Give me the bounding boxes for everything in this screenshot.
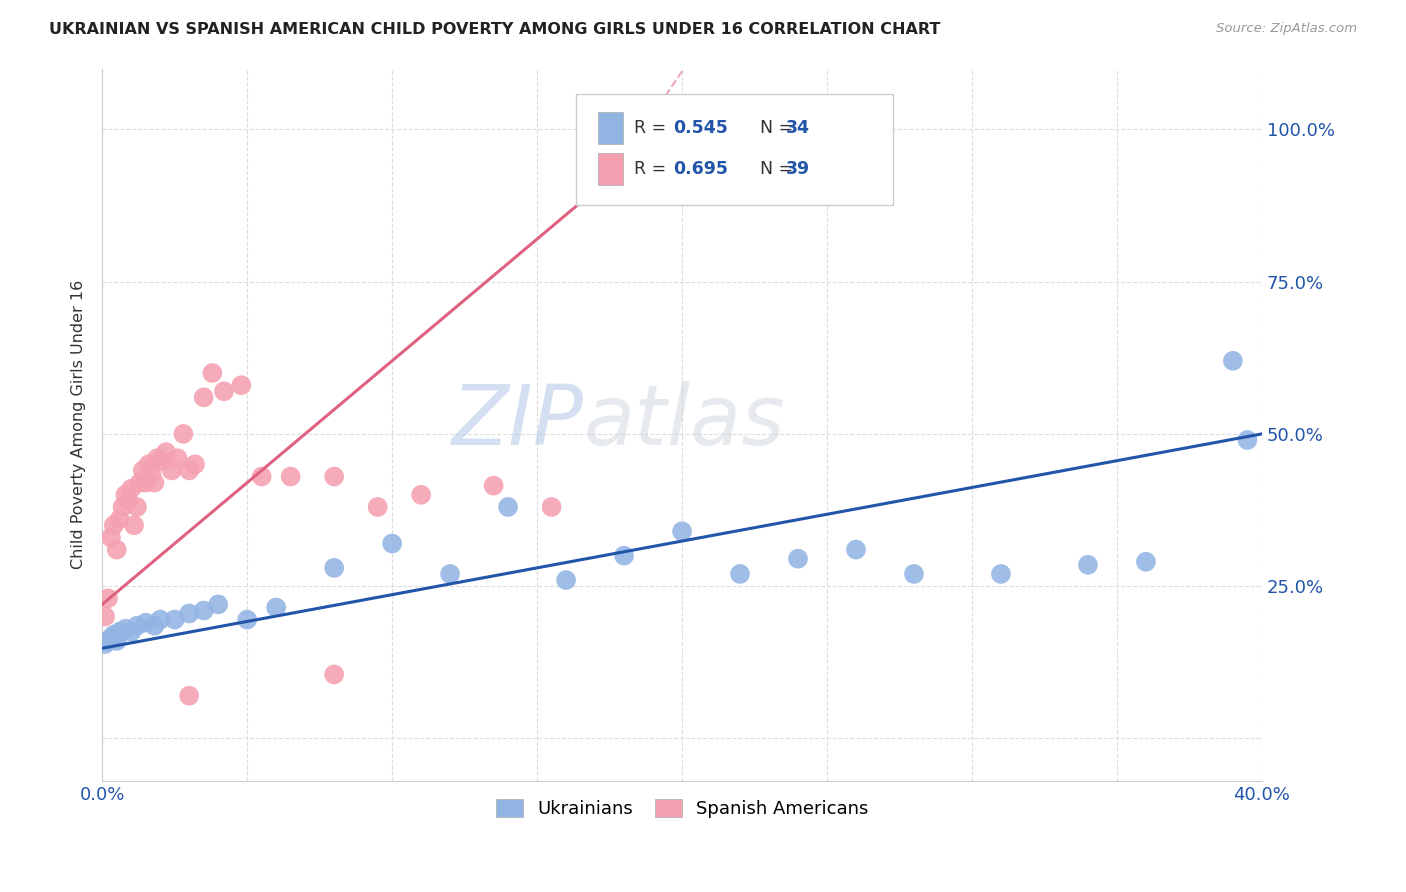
Point bbox=[613, 549, 636, 563]
Point bbox=[184, 458, 207, 472]
Point bbox=[135, 615, 157, 630]
Point bbox=[100, 631, 122, 645]
Point bbox=[990, 566, 1012, 581]
Point bbox=[105, 634, 128, 648]
Point bbox=[146, 451, 169, 466]
Point bbox=[323, 667, 346, 681]
Point bbox=[132, 463, 155, 477]
Point bbox=[111, 500, 134, 514]
Point bbox=[103, 518, 125, 533]
Point bbox=[212, 384, 235, 399]
Legend: Ukrainians, Spanish Americans: Ukrainians, Spanish Americans bbox=[488, 791, 876, 825]
Point bbox=[97, 634, 120, 648]
Point bbox=[125, 618, 148, 632]
Point bbox=[728, 566, 751, 581]
Point bbox=[179, 607, 201, 621]
Point bbox=[323, 561, 346, 575]
Text: N =: N = bbox=[749, 160, 799, 178]
Point bbox=[117, 494, 139, 508]
Y-axis label: Child Poverty Among Girls Under 16: Child Poverty Among Girls Under 16 bbox=[72, 280, 86, 569]
Point bbox=[105, 542, 128, 557]
Point bbox=[1135, 555, 1157, 569]
Point bbox=[125, 500, 148, 514]
Point bbox=[193, 603, 215, 617]
Point bbox=[845, 542, 868, 557]
Point bbox=[120, 624, 142, 639]
Point bbox=[129, 475, 152, 490]
Point bbox=[163, 613, 186, 627]
Point bbox=[103, 628, 125, 642]
Point bbox=[94, 637, 117, 651]
Text: R =: R = bbox=[634, 119, 672, 137]
Point bbox=[540, 500, 562, 514]
Point bbox=[138, 458, 160, 472]
Point bbox=[108, 512, 131, 526]
Point bbox=[280, 469, 302, 483]
Point bbox=[172, 426, 194, 441]
Point bbox=[367, 500, 389, 514]
Point bbox=[155, 445, 177, 459]
Point bbox=[496, 500, 519, 514]
Point bbox=[141, 467, 163, 481]
Point bbox=[201, 366, 224, 380]
Point bbox=[411, 488, 433, 502]
Point bbox=[108, 624, 131, 639]
Point bbox=[231, 378, 253, 392]
Point bbox=[323, 469, 346, 483]
Point bbox=[143, 475, 166, 490]
Point bbox=[149, 613, 172, 627]
Point bbox=[166, 451, 188, 466]
Point bbox=[555, 573, 578, 587]
Point bbox=[236, 613, 259, 627]
Point bbox=[1222, 354, 1244, 368]
Text: 39: 39 bbox=[786, 160, 810, 178]
Point bbox=[114, 488, 136, 502]
Point bbox=[179, 463, 201, 477]
Text: N =: N = bbox=[749, 119, 799, 137]
Point bbox=[787, 551, 810, 566]
Point bbox=[143, 618, 166, 632]
Point bbox=[264, 600, 287, 615]
Point bbox=[381, 536, 404, 550]
Point bbox=[671, 524, 693, 539]
Text: 34: 34 bbox=[786, 119, 810, 137]
Point bbox=[1236, 433, 1258, 447]
Point bbox=[122, 518, 145, 533]
Point bbox=[97, 591, 120, 606]
Point bbox=[207, 598, 229, 612]
Point bbox=[482, 478, 505, 492]
Text: R =: R = bbox=[634, 160, 672, 178]
Point bbox=[179, 689, 201, 703]
Point bbox=[439, 566, 461, 581]
Text: Source: ZipAtlas.com: Source: ZipAtlas.com bbox=[1216, 22, 1357, 36]
Point bbox=[903, 566, 925, 581]
Point bbox=[100, 530, 122, 544]
Text: ZIP: ZIP bbox=[451, 381, 583, 462]
Point bbox=[135, 475, 157, 490]
Point bbox=[160, 463, 183, 477]
Text: UKRAINIAN VS SPANISH AMERICAN CHILD POVERTY AMONG GIRLS UNDER 16 CORRELATION CHA: UKRAINIAN VS SPANISH AMERICAN CHILD POVE… bbox=[49, 22, 941, 37]
Point bbox=[120, 482, 142, 496]
Point bbox=[94, 609, 117, 624]
Text: 0.695: 0.695 bbox=[673, 160, 728, 178]
Point bbox=[250, 469, 273, 483]
Point bbox=[1077, 558, 1099, 572]
Text: atlas: atlas bbox=[583, 381, 785, 462]
Point bbox=[114, 622, 136, 636]
Point bbox=[193, 390, 215, 404]
Point bbox=[149, 454, 172, 468]
Text: 0.545: 0.545 bbox=[673, 119, 728, 137]
